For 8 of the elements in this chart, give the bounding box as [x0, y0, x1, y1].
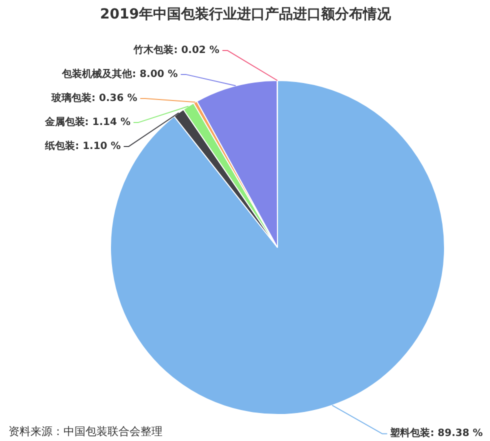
chart-title: 2019年中国包装行业进口产品进口额分布情况: [100, 6, 392, 22]
slice-label: 竹木包装: 0.02 %: [132, 44, 220, 56]
slice-label: 纸包装: 1.10 %: [44, 140, 121, 152]
slice-label: 玻璃包装: 0.36 %: [50, 92, 138, 104]
slice-label: 塑料包装: 89.38 %: [389, 427, 483, 440]
slice-label: 金属包装: 1.14 %: [44, 116, 130, 128]
text: 资料来源：中国包装联合会整理: [8, 425, 162, 438]
slice-label: 包装机械及其他: 8.00 %: [61, 68, 178, 80]
